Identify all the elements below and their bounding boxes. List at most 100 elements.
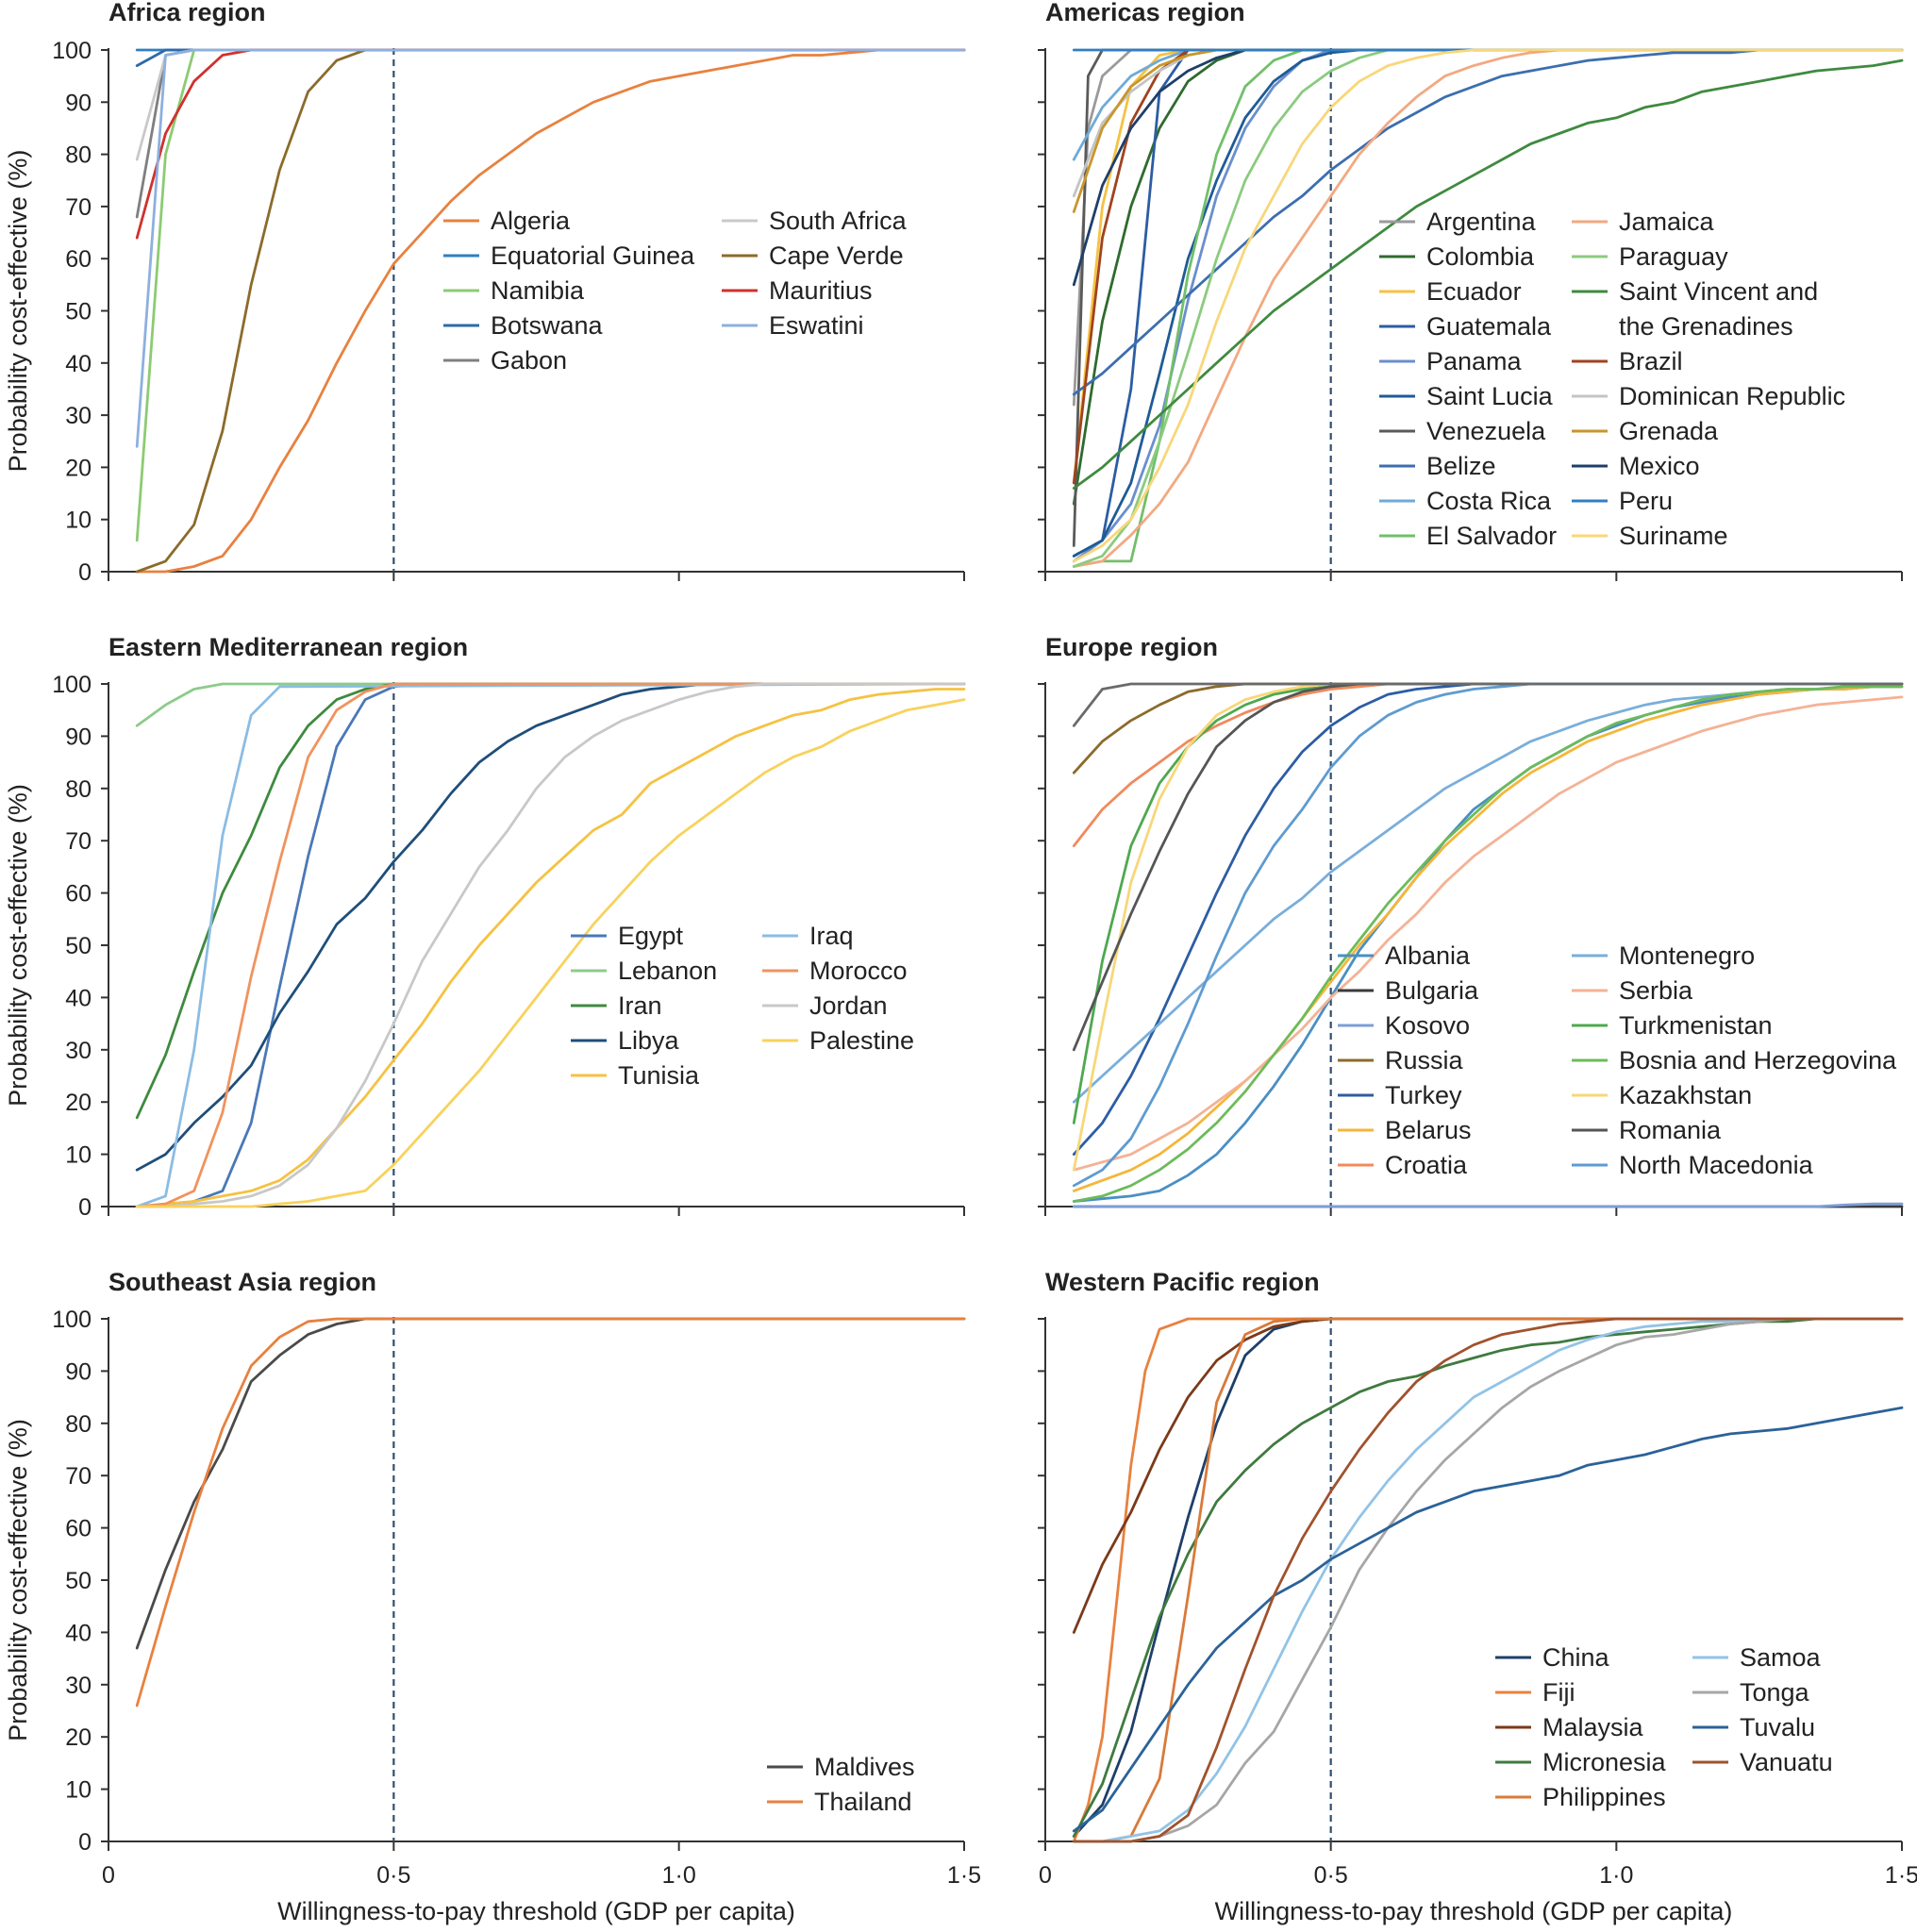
legend-label: Vanuatu <box>1740 1748 1833 1776</box>
panel-title: Eastern Mediterranean region <box>108 633 468 661</box>
panel-title: Western Pacific region <box>1045 1268 1320 1296</box>
y-tick-label: 80 <box>65 1411 92 1438</box>
legend-item-brazil: Brazil <box>1572 347 1683 375</box>
x-tick-label: 1·0 <box>1599 1862 1633 1889</box>
x-axis-label: Willingness-to-pay threshold (GDP per ca… <box>1215 1897 1733 1925</box>
y-tick-label: 70 <box>65 828 92 855</box>
series-line-unlabelled <box>1072 682 1904 727</box>
legend-item-suriname: Suriname <box>1572 522 1728 550</box>
legend-label: the Grenadines <box>1619 312 1793 341</box>
y-tick-label: 60 <box>65 1516 92 1542</box>
legend-label: Saint Vincent and <box>1619 277 1818 306</box>
legend-label: Kosovo <box>1385 1011 1470 1040</box>
legend-item-turkey: Turkey <box>1338 1081 1462 1109</box>
legend-item-tunisia: Tunisia <box>571 1061 700 1090</box>
y-tick-label: 40 <box>65 1620 92 1646</box>
legend-item-south-africa: South Africa <box>722 207 908 235</box>
legend-item-russia: Russia <box>1338 1046 1464 1074</box>
legend-item-montenegro: Montenegro <box>1572 941 1755 970</box>
legend-label: Mexico <box>1619 452 1700 480</box>
series-line-montenegro <box>1072 685 1904 1104</box>
legend-item-argentina: Argentina <box>1379 208 1537 236</box>
legend-label: Algeria <box>491 207 571 235</box>
x-tick-label: 1·5 <box>1885 1862 1917 1889</box>
y-tick-label: 70 <box>65 1463 92 1490</box>
legend-item-tuvalu: Tuvalu <box>1692 1713 1815 1741</box>
y-tick-label: 20 <box>65 455 92 481</box>
legend-label: Costa Rica <box>1426 487 1552 515</box>
legend-label: Suriname <box>1619 522 1728 550</box>
legend-label: Albania <box>1385 941 1471 970</box>
legend-item-kazakhstan: Kazakhstan <box>1572 1081 1752 1109</box>
legend-item-jordan: Jordan <box>762 991 888 1020</box>
legend-label: Brazil <box>1619 347 1683 375</box>
series-line-fiji <box>1072 1317 1904 1843</box>
legend-item-bosnia-and-herzegovina: Bosnia and Herzegovina <box>1572 1046 1897 1074</box>
panel-africa-region: Africa region 0 10 20 30 40 50 60 70 80 90 100 Proba… <box>4 0 966 586</box>
series-line-gabon <box>135 48 966 219</box>
legend-label: Egypt <box>618 922 684 950</box>
legend-label: Bosnia and Herzegovina <box>1619 1046 1897 1074</box>
legend-item-croatia: Croatia <box>1338 1151 1468 1179</box>
y-tick-label: 20 <box>65 1724 92 1751</box>
series-line-thailand <box>135 1317 966 1707</box>
legend-label: Croatia <box>1385 1151 1468 1179</box>
legend: Argentina Colombia Ecuador Guatemala Panama S… <box>1379 208 1845 550</box>
legend: Maldives Thailand <box>767 1753 915 1816</box>
legend-label: Fiji <box>1542 1678 1575 1707</box>
legend-label: Namibia <box>491 276 585 305</box>
x-axis-label: Willingness-to-pay threshold (GDP per ca… <box>277 1897 795 1925</box>
legend-item-belarus: Belarus <box>1338 1116 1472 1144</box>
legend-item-turkmenistan: Turkmenistan <box>1572 1011 1773 1040</box>
legend-label: Colombia <box>1426 242 1535 271</box>
legend-item-lebanon: Lebanon <box>571 957 717 985</box>
legend-label: Eswatini <box>769 311 864 340</box>
series-line-jordan <box>135 682 966 1208</box>
legend: Algeria Equatorial Guinea Namibia Botswana G… <box>443 207 908 375</box>
legend-item-vanuatu: Vanuatu <box>1692 1748 1833 1776</box>
legend-item-kosovo: Kosovo <box>1338 1011 1470 1040</box>
legend-item-malaysia: Malaysia <box>1495 1713 1644 1741</box>
legend-item-paraguay: Paraguay <box>1572 242 1728 271</box>
x-tick-label: 0·5 <box>376 1862 410 1889</box>
series-line-suriname <box>1072 48 1904 563</box>
series-line-algeria <box>135 48 966 574</box>
legend-item-namibia: Namibia <box>443 276 585 305</box>
legend: Egypt Lebanon Iran Libya Tunisia Iraq Morocco J… <box>571 922 914 1090</box>
legend-item-bulgaria: Bulgaria <box>1338 976 1479 1005</box>
series-line-south-africa <box>135 48 966 161</box>
legend-item-romania: Romania <box>1572 1116 1722 1144</box>
y-tick-label: 100 <box>52 38 92 64</box>
y-axis-label: Probability cost-effective (%) <box>4 1419 32 1741</box>
legend-item-guatemala: Guatemala <box>1379 312 1552 341</box>
series-line-lebanon <box>135 682 966 727</box>
series-line-tuvalu <box>1072 1406 1904 1833</box>
legend-label: Micronesia <box>1542 1748 1667 1776</box>
y-tick-label: 40 <box>65 985 92 1011</box>
legend-item-ecuador: Ecuador <box>1379 277 1522 306</box>
series-line-bosnia-and-herzegovina <box>1072 685 1904 1203</box>
legend-label: Montenegro <box>1619 941 1755 970</box>
legend-label: China <box>1542 1643 1610 1672</box>
legend-item-egypt: Egypt <box>571 922 684 950</box>
y-axis-label: Probability cost-effective (%) <box>4 150 32 473</box>
y-axis-label: Probability cost-effective (%) <box>4 784 32 1107</box>
y-tick-label: 70 <box>65 194 92 221</box>
legend-label: El Salvador <box>1426 522 1557 550</box>
legend-item-fiji: Fiji <box>1495 1678 1575 1707</box>
legend-label: Libya <box>618 1026 680 1055</box>
series-line-kosovo <box>1072 1202 1904 1208</box>
legend-item-china: China <box>1495 1643 1610 1672</box>
legend-item-jamaica: Jamaica <box>1572 208 1715 236</box>
legend-item-north-macedonia: North Macedonia <box>1572 1151 1814 1179</box>
legend-item-saint-vincent-and-the-grenadines: Saint Vincent and the Grenadines <box>1572 277 1818 341</box>
series-line-maldives <box>135 1317 966 1650</box>
y-tick-label: 20 <box>65 1090 92 1116</box>
legend-item-panama: Panama <box>1379 347 1523 375</box>
y-tick-label: 80 <box>65 142 92 169</box>
legend-label: Argentina <box>1426 208 1537 236</box>
legend-label: Jamaica <box>1619 208 1715 236</box>
series-line-dominican-republic <box>1072 48 1904 198</box>
y-tick-label: 10 <box>65 1142 92 1169</box>
legend-label: Peru <box>1619 487 1673 515</box>
